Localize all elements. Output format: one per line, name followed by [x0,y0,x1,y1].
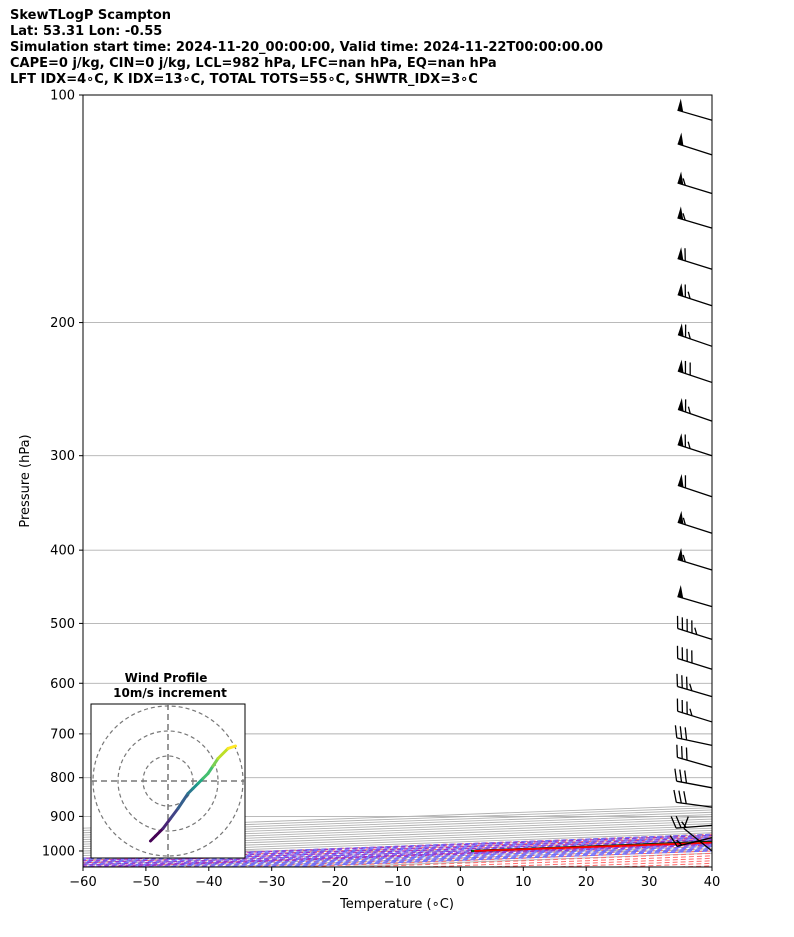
chart-title: SkewTLogP Scampton [10,8,172,23]
y-tick-label: 1000 [42,844,75,859]
wind-barb [677,547,713,571]
cape-line: CAPE=0 j/kg, CIN=0 j/kg, LCL=982 hPa, LF… [10,56,497,71]
hodograph-segment [211,757,220,768]
y-tick-label: 500 [50,617,75,632]
y-tick-label: 600 [50,677,75,692]
x-tick-label: 20 [578,875,595,890]
temperature-line [474,841,712,852]
hodograph-segment [154,827,165,838]
wind-barb [677,510,713,534]
dry-adiabat-line [488,857,712,867]
hodograph-segment [181,792,190,803]
y-tick-label: 100 [50,89,75,104]
x-tick-label: 0 [456,875,464,890]
wind-barb [670,815,713,829]
hodograph-segment [176,799,185,810]
wind-barb [677,171,713,195]
hodograph-segment [226,744,237,750]
wind-barb [677,433,713,457]
wind-barb [673,789,713,808]
hodograph-ring [117,730,219,832]
wind-barbs [669,98,713,852]
moist-adiabat-line [278,850,712,867]
moist-adiabat-line [185,846,712,867]
wind-barb [676,698,713,723]
y-tick-label: 300 [50,449,75,464]
axis-ticks: −60 −50 −40 −30 −20 −10 0 10 20 30 40 100 200 300 400 5… [42,89,720,891]
dewpoint-line [471,841,712,852]
wind-barb [677,398,713,422]
wind-barb [669,835,713,847]
wind-barb [677,206,713,229]
wind-barb [677,132,713,156]
x-axis-label: Temperature (∘C) [339,897,454,912]
moist-adiabat-line [155,845,712,867]
moist-adiabat-line [216,848,712,867]
dry-adiabat-line [425,855,712,867]
wind-barb [677,359,713,384]
x-tick-label: −50 [132,875,159,890]
dry-adiabat-line [169,845,712,867]
y-tick-label: 400 [50,544,75,559]
x-tick-label: 30 [641,875,658,890]
wind-barb [677,283,713,307]
dry-adiabat-line [744,95,794,867]
dry-adiabat-line [361,852,712,867]
y-tick-label: 700 [50,727,75,742]
dry-adiabat-line [616,862,712,867]
hodograph-segment [216,747,230,760]
x-tick-label: −10 [384,875,411,890]
inset-subtitle: 10m/s increment [113,686,227,700]
wind-barb [677,98,713,121]
x-tick-label: 10 [515,875,532,890]
wind-barb [677,323,713,347]
wind-barb [676,615,713,641]
location-line: Lat: 53.31 Lon: -0.55 [10,24,163,39]
isotherm-line [269,850,712,867]
y-tick-label: 800 [50,771,75,786]
x-tick-label: −40 [195,875,222,890]
wind-barb [674,768,713,789]
mixing-ratio-line [83,834,712,859]
wind-barb [676,645,713,670]
x-tick-label: −60 [69,875,96,890]
x-tick-label: 40 [704,875,721,890]
isotherm-line [332,852,712,867]
mixing-ratio-line [83,839,712,864]
parcel-profile-line [471,840,712,853]
y-axis-label: Pressure (hPa) [18,434,33,527]
wind-barb [677,474,713,498]
y-tick-label: 200 [50,316,75,331]
isotherm-line [206,848,712,867]
wind-barb [676,744,713,768]
dry-adiabat-line [297,850,712,867]
wind-barb [677,247,713,270]
y-tick-label: 900 [50,810,75,825]
time-line: Simulation start time: 2024-11-20_00:00:… [10,40,603,55]
dry-adiabat-line [552,860,712,867]
x-tick-label: −30 [258,875,285,890]
hodograph-segment [169,807,180,820]
x-tick-label: −20 [321,875,348,890]
wind-barb [676,673,713,698]
hodograph-segment [161,817,172,830]
mixing-ratio-line [83,837,712,862]
dry-adiabat-line [233,848,712,867]
inset-title: Wind Profile [125,671,208,685]
wind-barb [677,584,713,608]
index-line: LFT IDX=4∘C, K IDX=13∘C, TOTAL TOTS=55∘C… [10,72,478,87]
hodograph-segment [206,764,215,775]
dry-adiabat-line [680,865,712,867]
wind-profile-inset: Wind Profile 10m/s increment [90,671,246,859]
wind-barb [674,725,713,747]
